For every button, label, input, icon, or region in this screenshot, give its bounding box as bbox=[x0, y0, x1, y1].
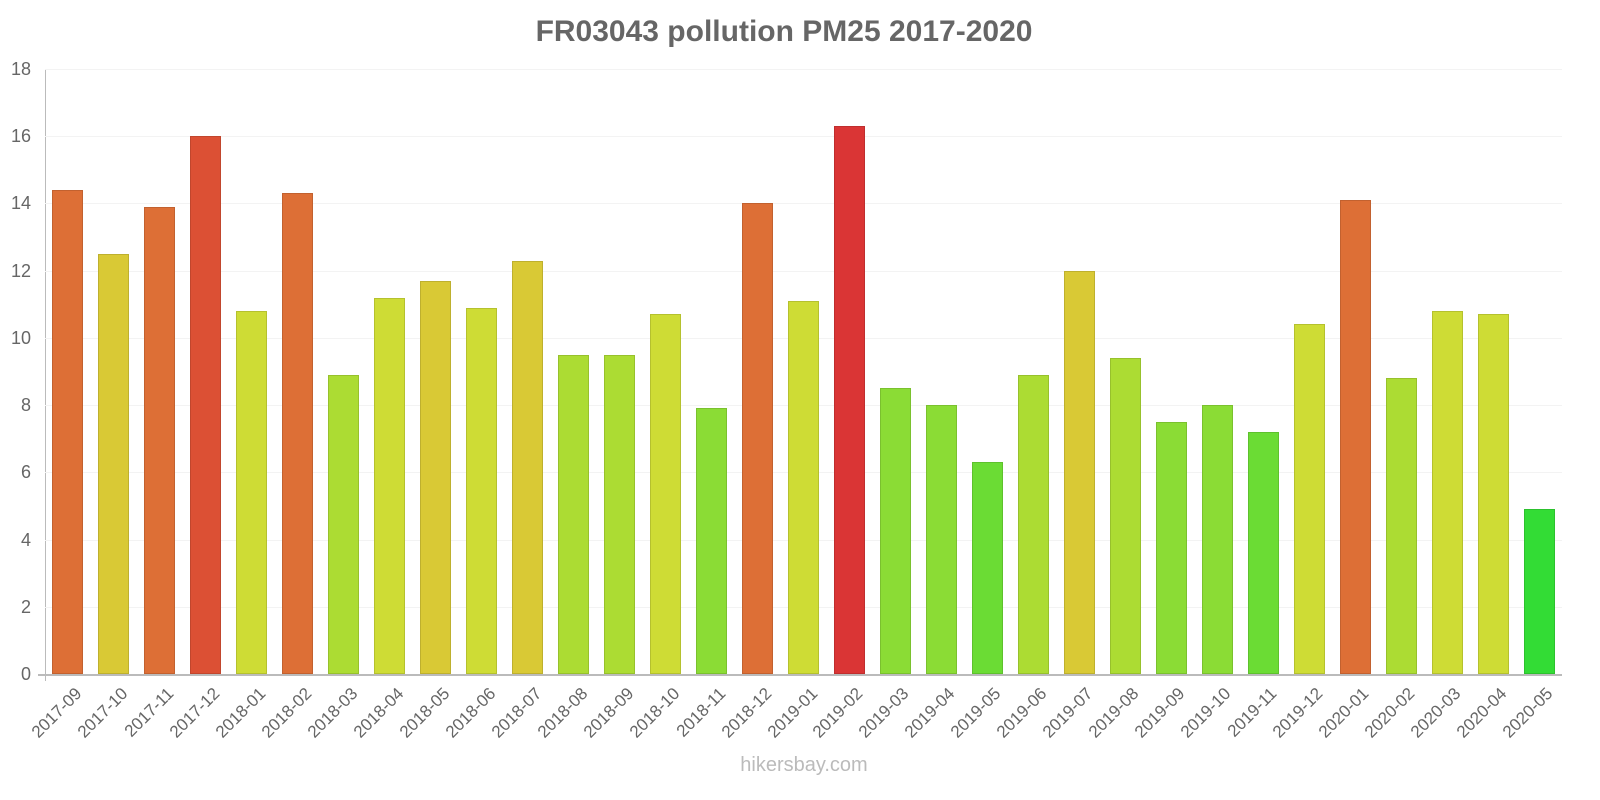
gridline bbox=[45, 69, 1562, 70]
bar-2020-02[interactable] bbox=[1385, 378, 1417, 674]
bar-2018-09[interactable] bbox=[604, 354, 636, 674]
gridline bbox=[45, 270, 1562, 272]
bar-2020-04[interactable] bbox=[1477, 314, 1509, 674]
bar-2018-07[interactable] bbox=[512, 260, 544, 674]
bar-2019-07[interactable] bbox=[1063, 270, 1095, 674]
y-tick-label: 8 bbox=[20, 395, 31, 416]
bar-2017-10[interactable] bbox=[98, 253, 130, 674]
watermark: hikersbay.com bbox=[740, 754, 868, 776]
bar-2019-03[interactable] bbox=[879, 388, 911, 674]
bar-2019-02[interactable] bbox=[833, 126, 865, 674]
bar-2017-11[interactable] bbox=[144, 206, 176, 674]
bar-2019-09[interactable] bbox=[1155, 421, 1187, 674]
bar-2019-10[interactable] bbox=[1201, 405, 1233, 674]
plot-area bbox=[45, 69, 1562, 674]
bar-2019-05[interactable] bbox=[971, 462, 1003, 674]
bar-2020-05[interactable] bbox=[1523, 509, 1555, 674]
bar-2017-12[interactable] bbox=[190, 136, 222, 674]
bar-2018-06[interactable] bbox=[466, 307, 498, 674]
bar-2018-12[interactable] bbox=[742, 203, 774, 674]
bar-2018-05[interactable] bbox=[420, 280, 452, 674]
bar-2019-11[interactable] bbox=[1247, 432, 1279, 674]
gridline bbox=[45, 203, 1562, 205]
bar-2019-04[interactable] bbox=[925, 405, 957, 674]
y-axis-line bbox=[45, 69, 46, 681]
bar-2020-01[interactable] bbox=[1339, 200, 1371, 674]
bar-2018-10[interactable] bbox=[650, 314, 682, 674]
y-tick-label: 4 bbox=[20, 529, 31, 550]
y-tick-label: 12 bbox=[10, 260, 31, 281]
bar-2018-03[interactable] bbox=[328, 374, 360, 674]
bar-2019-12[interactable] bbox=[1293, 324, 1325, 674]
bar-2018-02[interactable] bbox=[282, 193, 314, 674]
y-tick-label: 2 bbox=[20, 596, 31, 617]
chart-title: FR03043 pollution PM25 2017-2020 bbox=[535, 15, 1033, 48]
bar-2020-03[interactable] bbox=[1431, 311, 1463, 674]
y-tick-label: 0 bbox=[20, 664, 31, 684]
bar-2019-08[interactable] bbox=[1109, 358, 1141, 674]
y-tick-label: 16 bbox=[10, 126, 31, 147]
bar-2018-04[interactable] bbox=[374, 297, 406, 674]
y-tick-label: 10 bbox=[10, 327, 31, 348]
y-tick-label: 18 bbox=[10, 59, 31, 79]
gridline bbox=[45, 136, 1562, 138]
bar-2018-08[interactable] bbox=[558, 354, 590, 674]
y-tick-label: 6 bbox=[20, 462, 31, 483]
bar-2019-06[interactable] bbox=[1017, 374, 1049, 674]
x-axis-line bbox=[38, 674, 1562, 676]
bar-2017-09[interactable] bbox=[52, 190, 84, 674]
y-tick-label: 14 bbox=[10, 193, 31, 214]
bar-2018-01[interactable] bbox=[236, 311, 268, 674]
bar-2018-11[interactable] bbox=[696, 408, 728, 674]
bar-2019-01[interactable] bbox=[788, 300, 819, 674]
